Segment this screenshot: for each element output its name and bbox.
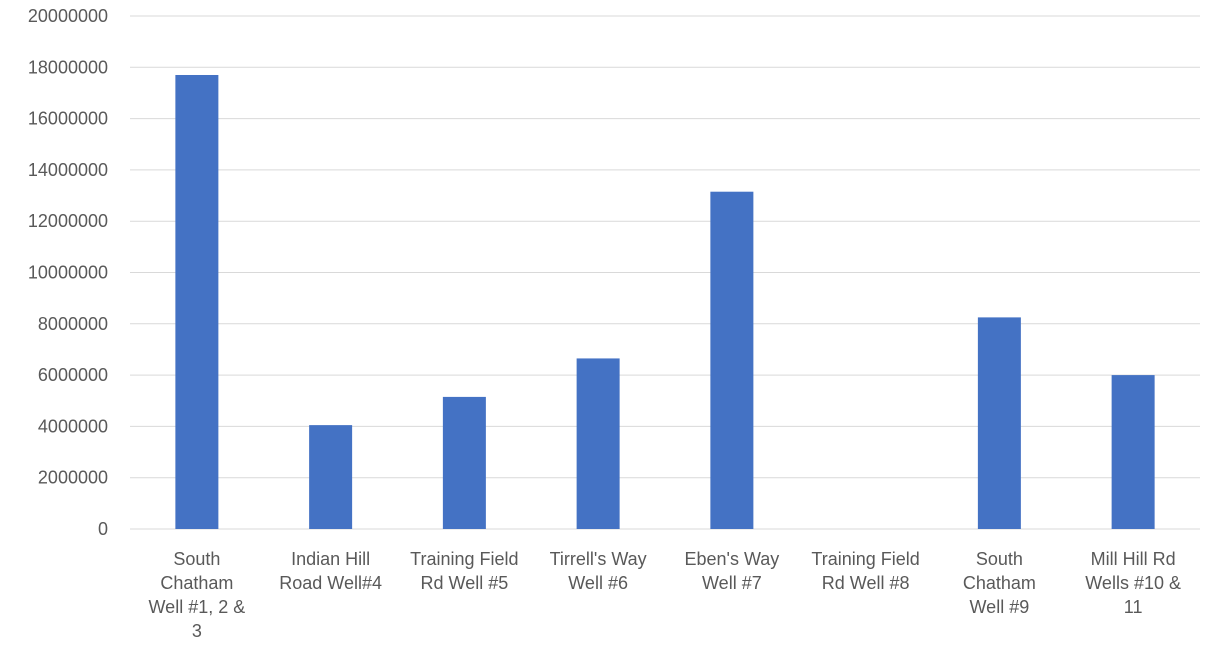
- x-category-label: Eben's Way Well #7: [684, 549, 779, 593]
- y-tick-label: 20000000: [28, 6, 108, 26]
- bar: [576, 358, 620, 529]
- y-axis-tick-labels: 0 2000000 4000000 6000000 8000000 10000000 120…: [28, 6, 108, 539]
- y-tick-label: 14000000: [28, 160, 108, 180]
- x-category-label-line: Well #7: [702, 573, 762, 593]
- bar: [309, 425, 353, 529]
- bar: [1111, 375, 1155, 529]
- bar: [442, 396, 486, 529]
- x-category-label: South Chatham Well #9: [963, 549, 1036, 617]
- y-tick-label: 10000000: [28, 263, 108, 283]
- x-category-label-line: Training Field: [410, 549, 518, 569]
- bars: [175, 74, 1155, 530]
- x-category-label: Indian Hill Road Well#4: [279, 549, 382, 593]
- y-tick-label: 8000000: [38, 314, 108, 334]
- y-tick-label: 12000000: [28, 211, 108, 231]
- bar: [175, 74, 219, 530]
- y-tick-label: 4000000: [38, 416, 108, 436]
- x-category-label-line: Eben's Way: [684, 549, 779, 569]
- x-category-label-line: Tirrell's Way: [550, 549, 647, 569]
- y-tick-label: 0: [98, 519, 108, 539]
- x-category-label-line: Well #1, 2 &: [149, 597, 246, 617]
- x-category-label: Training Field Rd Well #5: [410, 549, 518, 593]
- y-tick-label: 2000000: [38, 468, 108, 488]
- x-category-label-line: 11: [1124, 597, 1143, 617]
- x-category-label-line: Well #9: [970, 597, 1030, 617]
- gridlines: [130, 15, 1200, 530]
- x-category-label-line: Mill Hill Rd: [1091, 549, 1176, 569]
- x-category-label-line: 3: [192, 621, 202, 641]
- x-category-label-line: Rd Well #8: [822, 573, 910, 593]
- x-category-label-line: Indian Hill: [291, 549, 370, 569]
- bar: [977, 317, 1021, 529]
- bar: [710, 191, 754, 529]
- y-tick-label: 16000000: [28, 109, 108, 129]
- x-category-label: Mill Hill Rd Wells #10 & 11: [1085, 549, 1181, 617]
- x-category-label: South Chatham Well #1, 2 & 3: [149, 549, 246, 641]
- x-category-label: Training Field Rd Well #8: [811, 549, 919, 593]
- x-category-label-line: Road Well#4: [279, 573, 382, 593]
- y-tick-label: 6000000: [38, 365, 108, 385]
- x-axis-category-labels: South Chatham Well #1, 2 & 3 Indian Hill Road…: [149, 549, 1181, 641]
- x-category-label-line: Chatham: [160, 573, 233, 593]
- x-category-label-line: South: [173, 549, 220, 569]
- x-category-label: Tirrell's Way Well #6: [550, 549, 647, 593]
- x-category-label-line: Wells #10 &: [1085, 573, 1181, 593]
- x-category-label-line: Rd Well #5: [421, 573, 509, 593]
- x-category-label-line: Training Field: [811, 549, 919, 569]
- x-category-label-line: Well #6: [568, 573, 628, 593]
- x-category-label-line: Chatham: [963, 573, 1036, 593]
- x-category-label-line: South: [976, 549, 1023, 569]
- y-tick-label: 18000000: [28, 57, 108, 77]
